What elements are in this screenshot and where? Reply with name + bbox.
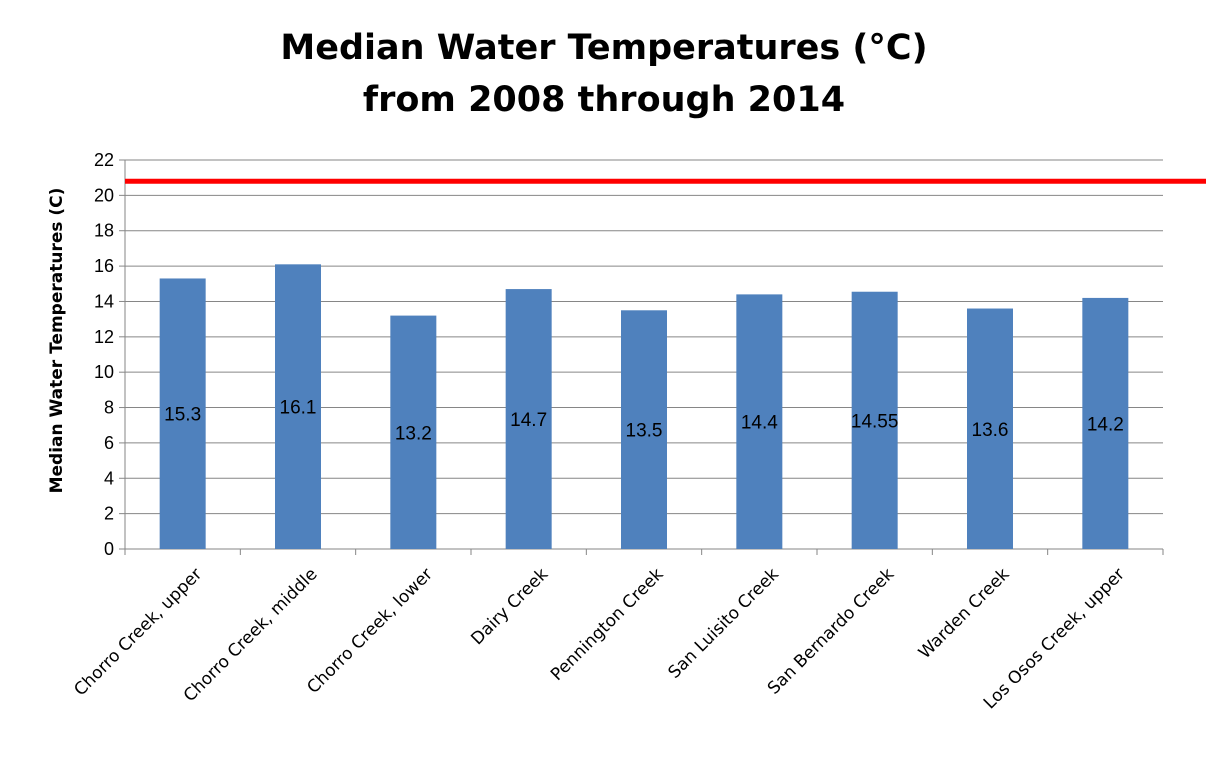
y-tick-label: 8: [104, 398, 114, 418]
bar: [275, 264, 321, 549]
data-label: 13.5: [626, 421, 663, 442]
chart-title-line-2: from 2008 through 2014: [362, 80, 846, 120]
bar: [505, 289, 552, 549]
y-axis-title: Median Water Temperatures (C): [47, 188, 67, 494]
y-tick-label: 22: [94, 150, 114, 170]
bar: [390, 315, 437, 549]
y-tick-label: 0: [104, 539, 114, 559]
y-tick-label: 18: [94, 221, 114, 241]
bar: [736, 294, 783, 549]
bar: [159, 278, 206, 549]
bar: [1082, 297, 1129, 549]
category-label: Chorro Creek, lower: [303, 564, 436, 697]
y-tick-label: 20: [94, 185, 114, 205]
data-label: 13.6: [972, 420, 1009, 441]
bar: [621, 310, 667, 549]
category-label: San Bernardo Creek: [764, 564, 898, 698]
data-label: 14.4: [741, 413, 778, 434]
data-label: 14.7: [510, 410, 547, 431]
data-label: 13.2: [395, 423, 432, 444]
category-label: Chorro Creek, upper: [70, 564, 206, 700]
chart-title-line-1: Median Water Temperatures (°C): [280, 28, 928, 68]
y-tick-label: 14: [94, 291, 114, 311]
y-tick-label: 6: [104, 433, 114, 453]
bar: [851, 291, 898, 549]
y-tick-label: 10: [94, 362, 114, 382]
data-label: 16.1: [280, 398, 317, 419]
category-label: San Luisito Creek: [665, 564, 783, 682]
data-label: 15.3: [164, 405, 201, 426]
chart-title: Median Water Temperatures (°C) from 2008…: [0, 22, 1208, 126]
category-label: Warden Creek: [915, 564, 1014, 663]
category-label: Pennington Creek: [547, 564, 668, 685]
y-tick-label: 2: [104, 504, 114, 524]
data-label: 14.2: [1087, 414, 1124, 435]
data-label: 14.55: [851, 411, 899, 432]
category-label: Dairy Creek: [467, 564, 552, 649]
y-tick-label: 4: [104, 468, 114, 488]
y-tick-label: 16: [94, 256, 114, 276]
y-tick-label: 12: [94, 327, 114, 347]
category-label: Chorro Creek, middle: [180, 564, 322, 706]
bar: [967, 308, 1013, 549]
